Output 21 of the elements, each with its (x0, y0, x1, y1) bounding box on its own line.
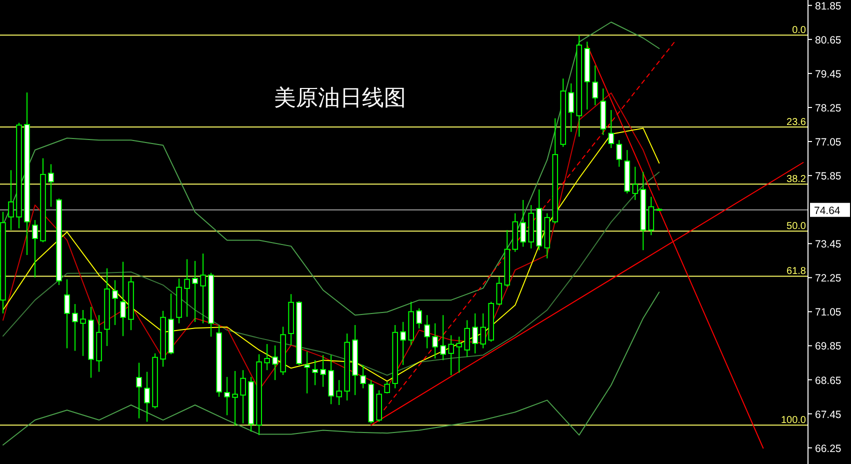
y-tick-label: 73.45 (815, 238, 842, 251)
annotation: 100.0 (780, 415, 806, 426)
y-tick-label: 78.25 (815, 102, 842, 114)
y-tick-label: 75.85 (815, 170, 842, 183)
y-tick-label: 77.05 (815, 136, 842, 149)
annotation: 61.8 (786, 266, 806, 278)
y-tick-label: 69.85 (815, 340, 842, 353)
annotation: 38.2 (786, 174, 806, 186)
y-tick-label: 81.85 (815, 0, 842, 12)
ref-line-label: 74.64 (814, 204, 840, 217)
y-tick-label: 71.05 (815, 306, 842, 319)
text: 美原油日线图 (274, 86, 406, 111)
annotation: 50.0 (786, 221, 806, 232)
y-tick-label: 80.65 (815, 34, 842, 46)
annotation: 0.0 (792, 25, 806, 36)
y-tick-label: 79.45 (815, 68, 842, 80)
annotation: 23.6 (786, 117, 806, 128)
y-tick-label: 66.25 (815, 442, 842, 455)
y-tick-label: 67.45 (815, 408, 842, 421)
y-tick-label: 68.65 (815, 374, 842, 387)
y-tick-label: 72.25 (815, 272, 842, 285)
